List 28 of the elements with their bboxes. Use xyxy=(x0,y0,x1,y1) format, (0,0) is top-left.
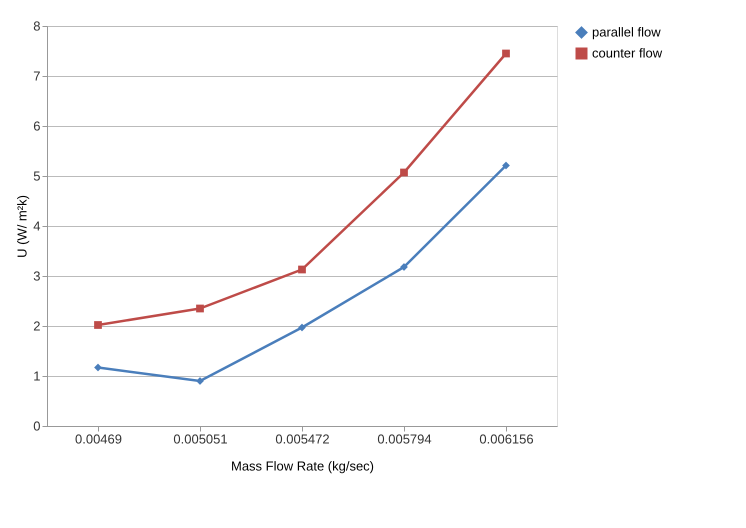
point xyxy=(502,162,510,170)
y-tick-label: 7 xyxy=(33,68,40,84)
y-tick-label: 4 xyxy=(33,218,40,234)
y-tick-label: 8 xyxy=(33,18,40,34)
point xyxy=(298,266,306,274)
y-tick-label: 2 xyxy=(33,318,40,334)
y-axis-title: U (W/ m²k) xyxy=(14,195,30,258)
point xyxy=(400,168,408,176)
point xyxy=(94,364,102,372)
x-tick-label: 0.005472 xyxy=(275,432,330,446)
point xyxy=(400,263,408,271)
y-tick-label: 6 xyxy=(33,118,40,134)
point xyxy=(298,324,306,332)
y-tick-label: 3 xyxy=(33,268,40,284)
x-axis-title: Mass Flow Rate (kg/sec) xyxy=(230,458,374,474)
legend-label: counter flow xyxy=(592,46,663,60)
point xyxy=(196,304,204,312)
y-tick-label: 1 xyxy=(33,368,40,384)
point xyxy=(196,377,204,385)
x-tick-label: 0.005051 xyxy=(173,432,228,446)
y-tick-label: 5 xyxy=(33,168,40,184)
y-tick-label: 0 xyxy=(33,418,40,434)
point xyxy=(502,50,510,58)
legend-label: parallel flow xyxy=(592,24,662,40)
x-tick-label: 0.006156 xyxy=(479,432,534,446)
x-tick-label: 0.005794 xyxy=(377,432,432,446)
x-tick-label: 0.00469 xyxy=(75,432,122,446)
point xyxy=(94,321,102,329)
